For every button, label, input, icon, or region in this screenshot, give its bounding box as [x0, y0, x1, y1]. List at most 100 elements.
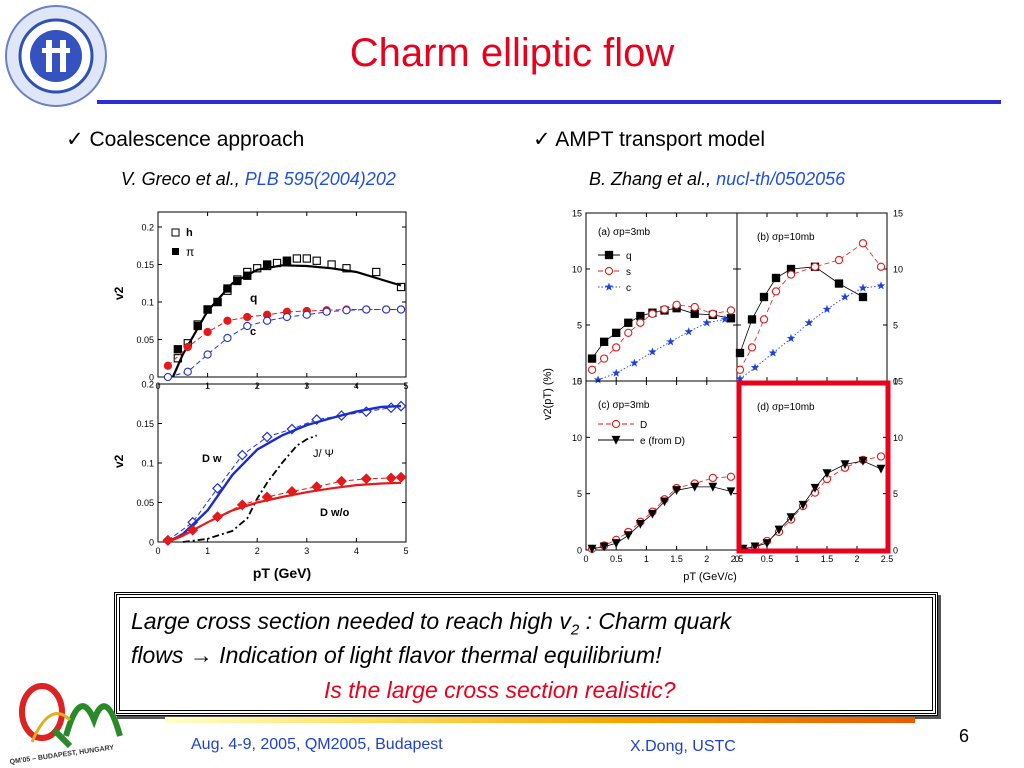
- data-point: [810, 483, 820, 493]
- data-point: [385, 472, 397, 484]
- data-point: [396, 305, 406, 314]
- citation-link[interactable]: nucl-th/0502056: [716, 169, 846, 189]
- y-tick-label: 5: [893, 489, 898, 499]
- x-tick-label: 1: [794, 554, 799, 564]
- data-point: [840, 460, 850, 470]
- y-tick-label: 15: [572, 209, 582, 219]
- data-point: [786, 333, 796, 343]
- data-point: [342, 264, 351, 273]
- data-point: [648, 309, 657, 318]
- series-line: [742, 460, 882, 550]
- data-point: [311, 414, 323, 425]
- series-line: [167, 476, 402, 541]
- data-point: [762, 539, 772, 548]
- data-point: [636, 311, 645, 321]
- y-tick-label: 0: [149, 538, 154, 548]
- data-point: [690, 302, 699, 312]
- data-point: [759, 315, 769, 324]
- series-line: [591, 476, 732, 550]
- data-point: [203, 350, 212, 359]
- citation-link[interactable]: PLB 595(2004)202: [244, 169, 396, 189]
- curve-label: J/ Ψ: [313, 448, 334, 460]
- data-point: [243, 312, 252, 322]
- legend-label: s: [626, 267, 631, 278]
- series-line: [742, 456, 882, 550]
- data-point: [382, 305, 391, 314]
- data-point: [672, 300, 681, 309]
- data-point: [286, 423, 298, 435]
- y-tick-label: 0.2: [141, 380, 154, 390]
- qm2005-logo: QM'05 – BUDAPEST, HUNGARY: [10, 683, 123, 766]
- data-point: [750, 542, 760, 552]
- legend-marker: [171, 228, 180, 237]
- data-point: [750, 362, 760, 372]
- data-point: [396, 282, 406, 292]
- data-point: [786, 513, 796, 523]
- data-point: [822, 304, 832, 314]
- data-point: [876, 452, 886, 461]
- data-point: [834, 255, 844, 265]
- y-tick-label: 0: [149, 373, 154, 383]
- y-tick-label: 10: [893, 265, 903, 275]
- data-point: [236, 449, 248, 461]
- data-point: [804, 318, 814, 327]
- y-tick-label: 15: [893, 209, 903, 219]
- data-point: [624, 318, 633, 327]
- x-tick-label: 0: [583, 554, 588, 564]
- bullet-label: Coalescence approach: [89, 128, 305, 151]
- series-line: [597, 318, 725, 381]
- data-point: [726, 306, 736, 315]
- data-point: [810, 262, 820, 271]
- x-tick-label: 3: [304, 546, 309, 556]
- x-tick-label: 1.5: [821, 554, 834, 564]
- legend-label: D: [640, 420, 647, 431]
- x-tick-label: 5: [403, 546, 408, 556]
- data-point: [173, 345, 182, 354]
- y-tick-label: 10: [572, 265, 582, 275]
- data-point: [261, 431, 273, 443]
- data-point: [747, 315, 757, 324]
- citation-authors: V. Greco et al.,: [121, 169, 245, 189]
- legend-label: q: [626, 251, 632, 262]
- citation-authors: B. Zhang et al.,: [589, 169, 717, 189]
- conclusion-line-1: Large cross section needed to reach high…: [131, 606, 731, 646]
- panel-label: (c) σp=3mb: [598, 400, 650, 411]
- y-tick-label: 0.05: [136, 498, 154, 508]
- highlight-box: [736, 380, 891, 554]
- page-number: 6: [959, 726, 970, 746]
- curve-label: D w/o: [320, 507, 350, 519]
- citation-greco: V. Greco et al., PLB 595(2004)202: [121, 168, 396, 190]
- x-tick-label: 1.5: [670, 554, 683, 564]
- conclusion-box: Large cross section needed to reach high…: [114, 592, 938, 716]
- y-tick-label: 0: [893, 377, 898, 387]
- data-point: [726, 487, 736, 497]
- x-tick-label: 2: [255, 546, 260, 556]
- data-point: [292, 254, 302, 263]
- conclusion-text: Large cross section needed to reach high…: [131, 608, 571, 634]
- legend-label: h: [186, 227, 193, 239]
- data-point: [840, 292, 850, 301]
- data-point: [648, 509, 657, 519]
- data-point: [834, 279, 844, 288]
- y-tick-label: 0.1: [141, 298, 154, 308]
- curve-label: c: [250, 326, 256, 338]
- data-point: [822, 469, 832, 479]
- data-point: [660, 305, 669, 314]
- data-point: [360, 473, 372, 485]
- data-point: [223, 333, 232, 343]
- bullet-ampt: ✓ AMPT transport model: [533, 127, 765, 153]
- data-point: [163, 361, 173, 370]
- data-point: [223, 316, 232, 325]
- y-tick-label: 0.2: [141, 223, 154, 233]
- data-point: [599, 542, 609, 552]
- bullet-coalescence: ✓ Coalescence approach: [66, 127, 304, 153]
- conclusion-question: Is the large cross section realistic?: [324, 677, 676, 703]
- y-tick-label: 10: [893, 433, 903, 443]
- data-point: [735, 348, 745, 358]
- y-tick-label: 5: [577, 489, 582, 499]
- y-axis-label: v2: [112, 286, 126, 300]
- data-point: [708, 309, 717, 318]
- bullet-label: AMPT transport model: [555, 128, 765, 151]
- panel-label: (b) σp=10mb: [757, 232, 815, 243]
- title-rule: [97, 100, 1001, 104]
